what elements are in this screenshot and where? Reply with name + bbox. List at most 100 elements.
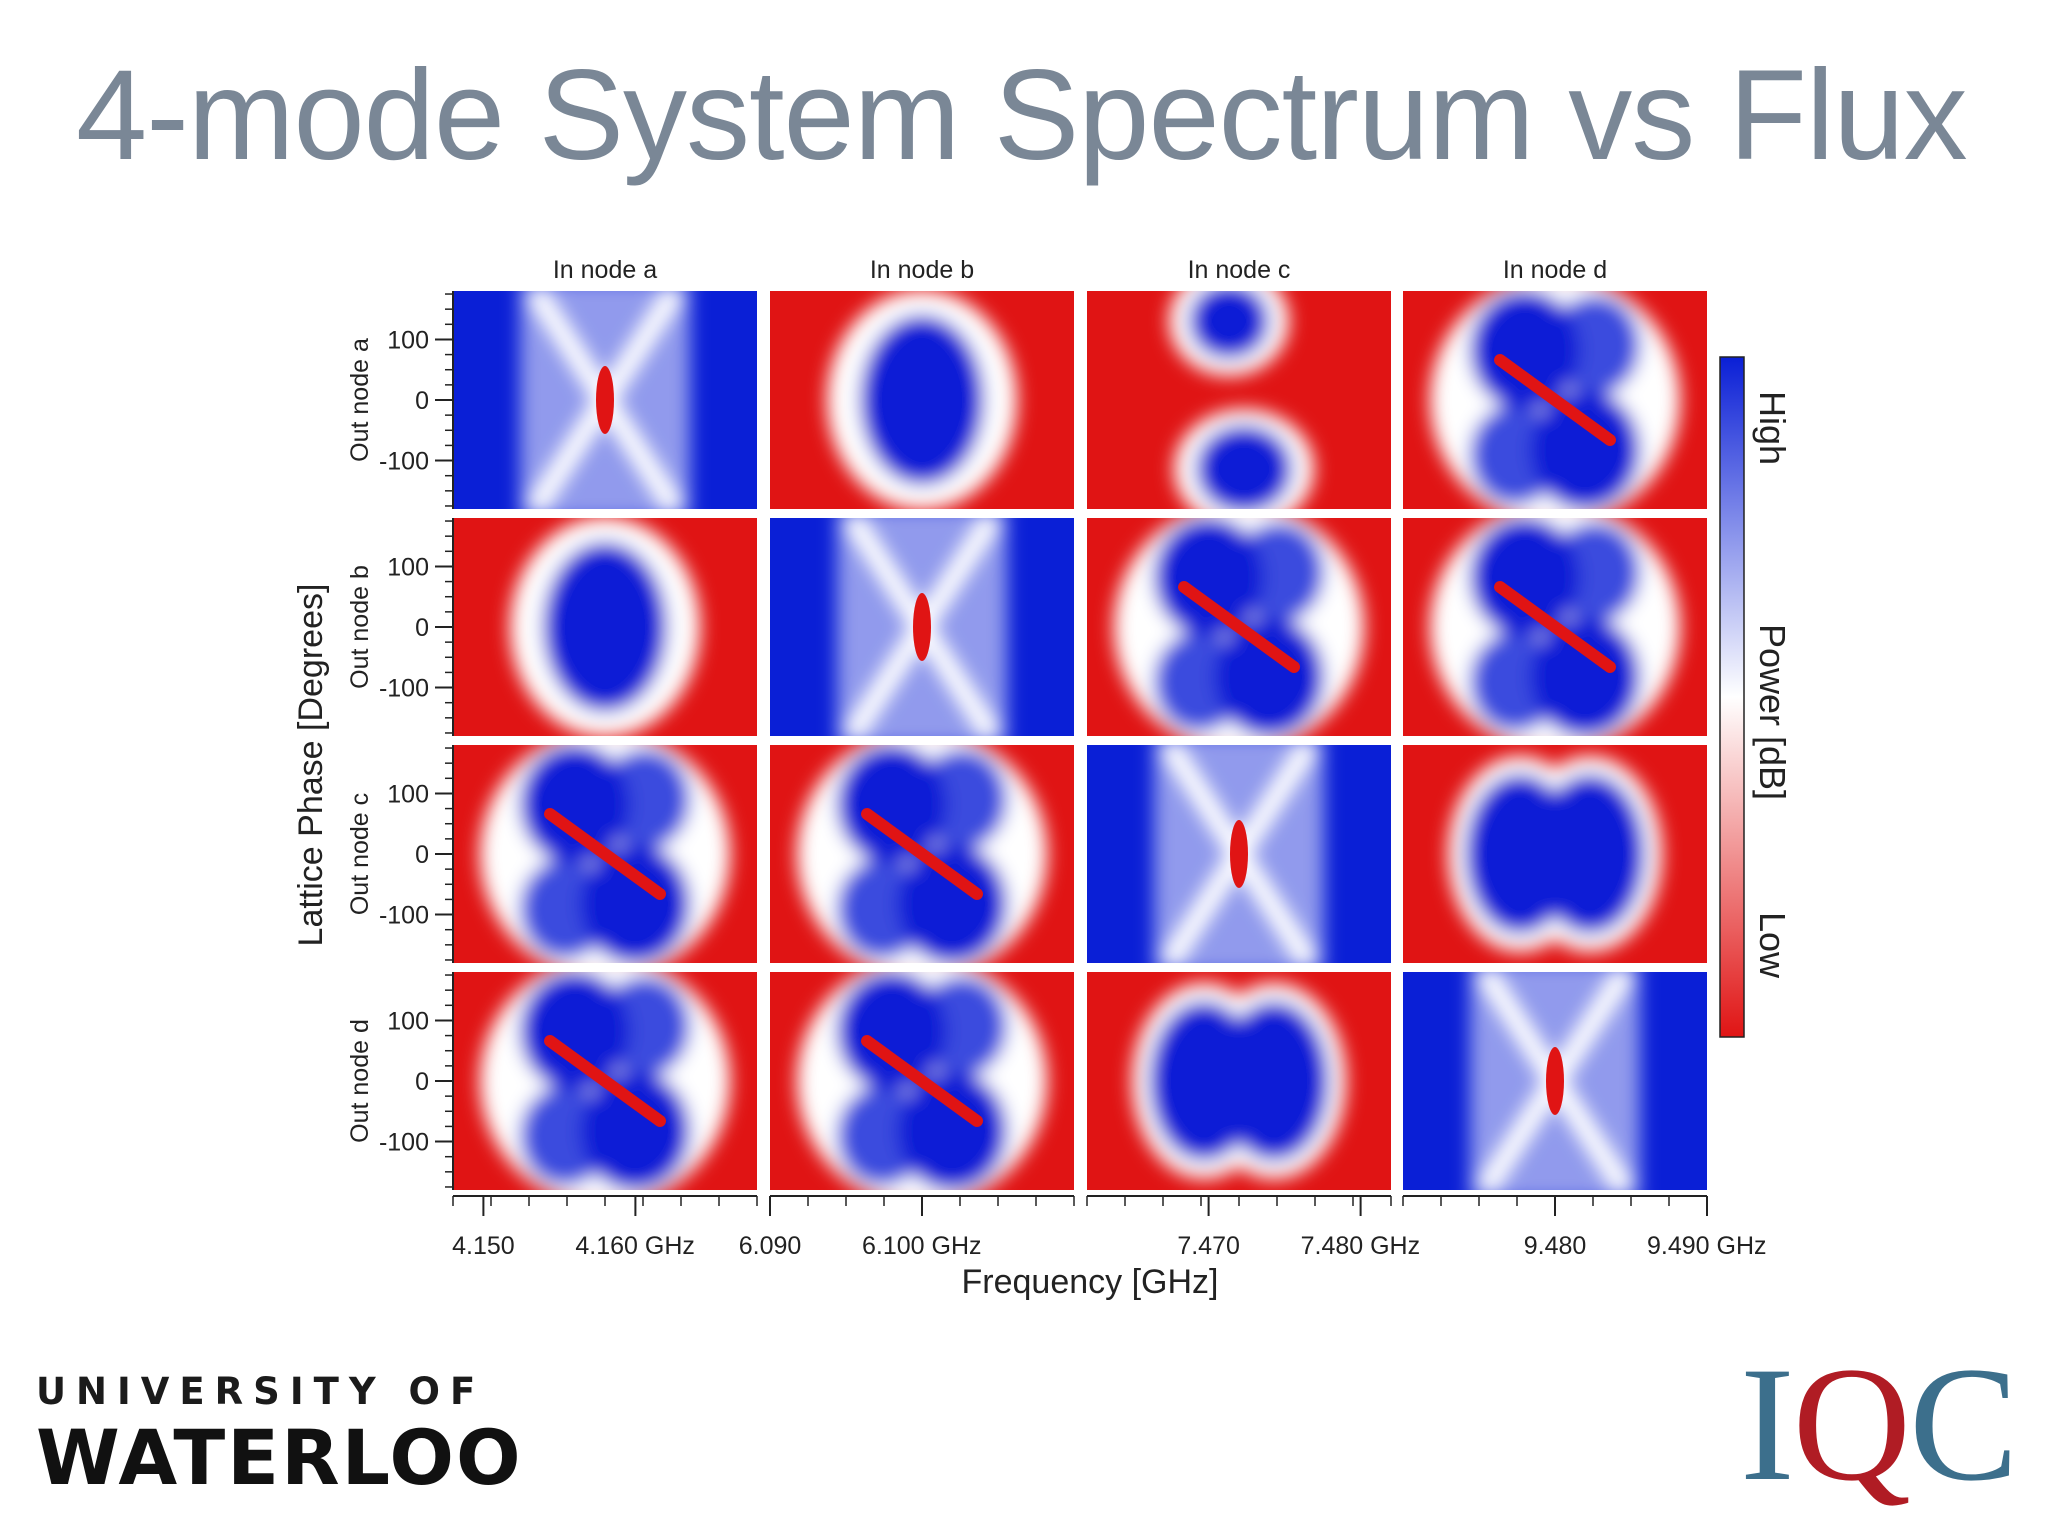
anticrossing-line [1494, 354, 1616, 446]
lobe-side [520, 859, 610, 959]
y-tick-label: 0 [415, 841, 429, 869]
lobe-side [1470, 632, 1560, 732]
lobe-upper [1154, 518, 1264, 637]
colorbar [1719, 356, 1745, 1038]
x-tick-label: 6.090 [739, 1232, 802, 1260]
colorbar-high-label: High [1752, 391, 1793, 465]
y-tick-label: -100 [379, 448, 429, 476]
anticrossing-line [544, 808, 666, 900]
lobe-lower [580, 844, 690, 963]
anticrossing-line [1178, 581, 1300, 673]
lobe-side [1154, 632, 1244, 732]
y-tick-label: 100 [387, 780, 429, 808]
y-tick-label: 0 [415, 1068, 429, 1096]
lobe-upper [520, 972, 630, 1091]
lobe-side [520, 1086, 610, 1186]
lobe-side [837, 1086, 927, 1186]
anticrossing-line [861, 1035, 983, 1127]
anticrossing-line [544, 1035, 666, 1127]
slide-title: 4-mode System Spectrum vs Flux [76, 44, 1968, 187]
panel-out-node-d-in-node-d [1403, 972, 1707, 1190]
axes-layer [435, 291, 1708, 1216]
crossing-point [1230, 820, 1248, 888]
column-title-in-node-d: In node d [1503, 256, 1607, 284]
lobe-side [600, 976, 690, 1076]
y-tick-label: 0 [415, 614, 429, 642]
panel-out-node-a-in-node-c [1087, 291, 1391, 509]
waterloo-logo-bottom: WATERLOO [36, 1413, 523, 1502]
panel-out-node-c-in-node-c [1087, 745, 1391, 963]
y-tick-label: 0 [415, 387, 429, 415]
panel-out-node-b-in-node-a [453, 518, 757, 736]
x-tick-label: 9.490 GHz [1647, 1232, 1767, 1260]
university-of-waterloo-logo: UNIVERSITY OF WATERLOO [36, 1370, 523, 1500]
resonance-core [543, 542, 667, 712]
colorbar-low-label: Low [1752, 912, 1793, 979]
y-tick-label: -100 [379, 675, 429, 703]
labels-layer: In node a In node b In node c In node d 100 0… [292, 256, 1767, 1301]
y-tick-label: 100 [387, 326, 429, 354]
row-label-out-node-b: Out node b [346, 565, 374, 689]
iqc-logo: IQC [1740, 1330, 2018, 1520]
iqc-logo-i: I [1740, 1334, 1795, 1515]
column-title-in-node-a: In node a [553, 256, 657, 284]
crossing-point [596, 366, 614, 434]
lobe-upper [1470, 518, 1580, 637]
panel-out-node-a-in-node-a [453, 291, 757, 509]
y-tick-label: 100 [387, 553, 429, 581]
crossing-point [1546, 1047, 1564, 1115]
panel-out-node-a-in-node-b [770, 291, 1074, 509]
x-tick-label: 4.160 GHz [575, 1232, 695, 1260]
lobe-upper [1189, 291, 1269, 359]
row-label-out-node-d: Out node d [346, 1019, 374, 1143]
panels-layer [453, 291, 1707, 1190]
lobe-lower [1530, 390, 1640, 509]
panel-out-node-b-in-node-d [1403, 518, 1707, 736]
y-tick-label: -100 [379, 1129, 429, 1157]
lobe-upper [520, 745, 630, 864]
lobe-side [1470, 405, 1560, 505]
panel-out-node-c-in-node-a [453, 745, 757, 963]
y-tick-label: 100 [387, 1007, 429, 1035]
lobe-side [1550, 522, 1640, 622]
panel-out-node-b-in-node-c [1087, 518, 1391, 736]
column-title-in-node-c: In node c [1188, 256, 1291, 284]
lobe-side [917, 976, 1007, 1076]
lobe-lower [897, 844, 1007, 963]
y-tick-label: -100 [379, 902, 429, 930]
lobe-side [1234, 522, 1324, 622]
lobe-lower [897, 1071, 1007, 1190]
lobe-right [1535, 774, 1645, 934]
panel-out-node-c-in-node-b [770, 745, 1074, 963]
lobe-lower [1196, 425, 1292, 509]
lobe-lower [1214, 617, 1324, 736]
waterloo-logo-top: UNIVERSITY OF [36, 1370, 486, 1413]
lobe-lower [580, 1071, 690, 1190]
panel-out-node-a-in-node-d [1403, 291, 1707, 509]
x-tick-label: 6.100 GHz [862, 1232, 982, 1260]
x-tick-label: 7.470 [1177, 1232, 1240, 1260]
iqc-logo-q: Q [1792, 1334, 1911, 1515]
iqc-logo-c: C [1909, 1334, 2018, 1515]
panel-out-node-d-in-node-a [453, 972, 757, 1190]
lobe-side [917, 749, 1007, 849]
lobe-side [600, 749, 690, 849]
x-tick-label: 9.480 [1524, 1232, 1587, 1260]
lobe-upper [1470, 291, 1580, 410]
panel-out-node-d-in-node-c [1087, 972, 1391, 1190]
colorbar-layer: High Power [dB] Low [1719, 356, 1793, 1038]
panel-out-node-c-in-node-d [1403, 745, 1707, 963]
y-axis-title: Lattice Phase [Degrees] [292, 584, 330, 947]
column-title-in-node-b: In node b [870, 256, 974, 284]
crossing-point [913, 593, 931, 661]
anticrossing-line [1494, 581, 1616, 673]
colorbar-title: Power [dB] [1752, 624, 1793, 800]
row-label-out-node-c: Out node c [346, 793, 374, 915]
lobe-lower [1530, 617, 1640, 736]
row-label-out-node-a: Out node a [346, 338, 374, 462]
lobe-upper [837, 972, 947, 1091]
x-tick-label: 7.480 GHz [1301, 1232, 1421, 1260]
resonance-core [860, 315, 984, 485]
lobe-upper [837, 745, 947, 864]
